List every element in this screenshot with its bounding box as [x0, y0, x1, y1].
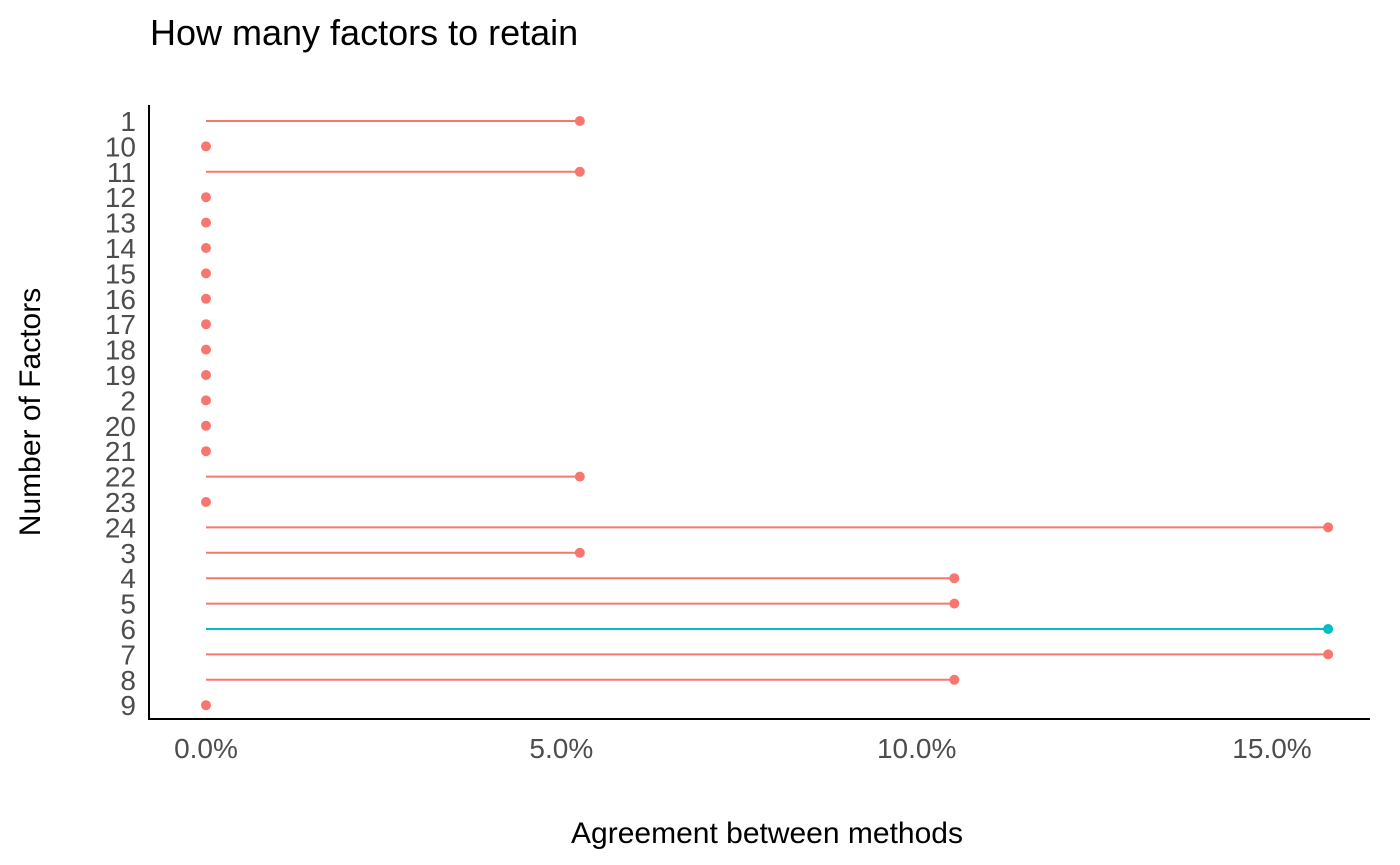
- point-2: [201, 395, 211, 406]
- y-tick-label: 17: [105, 309, 136, 340]
- y-tick-label: 1: [120, 106, 136, 137]
- point-16: [201, 293, 211, 304]
- point-21: [201, 446, 211, 457]
- x-tick-label: 10.0%: [877, 733, 956, 764]
- y-tick-label: 5: [120, 589, 136, 620]
- y-tick-label: 8: [120, 665, 136, 696]
- point-6: [1323, 624, 1334, 634]
- y-tick-label: 21: [105, 436, 136, 467]
- y-tick-label: 11: [107, 157, 136, 188]
- point-12: [201, 192, 211, 203]
- point-5: [949, 598, 960, 609]
- point-1: [574, 116, 585, 126]
- chart-title: How many factors to retain: [150, 12, 578, 53]
- y-tick-label: 16: [105, 284, 136, 315]
- y-tick-label: 23: [105, 487, 136, 518]
- y-tick-label: 12: [105, 182, 136, 213]
- y-tick-label: 19: [105, 360, 136, 391]
- x-tick-label: 15.0%: [1232, 733, 1311, 764]
- y-tick-label: 6: [120, 614, 136, 645]
- point-3: [574, 547, 585, 558]
- plot-area: [201, 116, 1334, 711]
- y-tick-label: 22: [105, 462, 136, 493]
- point-11: [574, 166, 585, 177]
- y-tick-label: 9: [120, 690, 136, 721]
- point-14: [201, 243, 211, 253]
- point-20: [201, 420, 211, 431]
- y-tick-label: 7: [120, 639, 136, 670]
- x-tick-labels: 0.0% 5.0% 10.0% 15.0%: [174, 733, 1312, 764]
- y-tick-label: 2: [120, 385, 136, 416]
- y-tick-label: 10: [105, 131, 136, 162]
- x-axis-title: Agreement between methods: [571, 817, 963, 850]
- y-tick-label: 20: [105, 411, 136, 442]
- y-tick-label: 18: [105, 335, 136, 366]
- y-tick-label: 24: [105, 512, 136, 543]
- y-tick-label: 13: [105, 208, 136, 239]
- point-22: [574, 471, 585, 482]
- x-tick-label: 0.0%: [174, 733, 238, 764]
- point-17: [201, 319, 211, 330]
- point-23: [201, 497, 211, 507]
- point-15: [201, 268, 211, 279]
- x-tick-label: 5.0%: [529, 733, 593, 764]
- y-tick-label: 15: [105, 258, 136, 289]
- point-7: [1323, 649, 1334, 660]
- point-10: [201, 141, 211, 152]
- y-tick-label: 3: [120, 538, 136, 569]
- point-18: [201, 344, 211, 355]
- y-tick-label: 14: [105, 233, 136, 264]
- point-13: [201, 217, 211, 228]
- point-24: [1323, 522, 1334, 533]
- point-4: [949, 573, 960, 584]
- point-8: [949, 674, 960, 685]
- point-9: [201, 700, 211, 711]
- y-tick-label: 4: [120, 563, 136, 594]
- y-axis-title: Number of Factors: [14, 288, 47, 536]
- point-19: [201, 370, 211, 380]
